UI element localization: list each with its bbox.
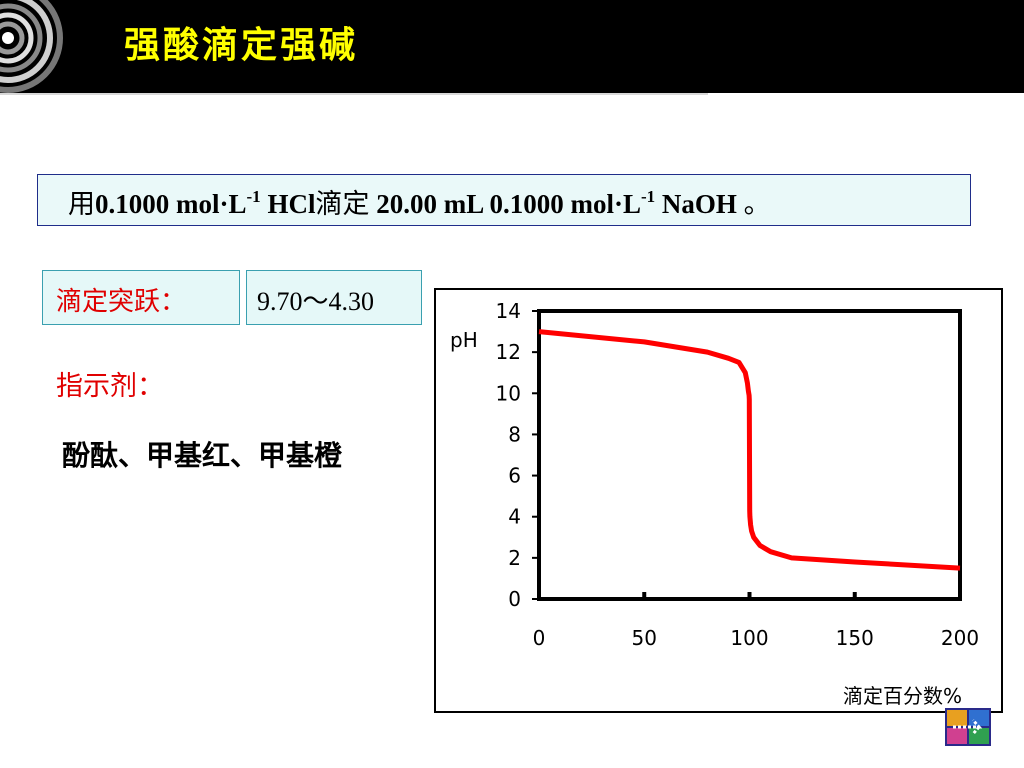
next-arrow-icon[interactable] (945, 708, 991, 746)
y-tick-label: 14 (496, 299, 521, 323)
problem-statement-box: 用0.1000 mol·L-1 HCl滴定 20.00 mL 0.1000 mo… (37, 174, 971, 226)
y-tick-label: 2 (508, 546, 521, 570)
x-tick-label: 150 (836, 626, 874, 650)
x-tick-label: 0 (533, 626, 546, 650)
title-bar (0, 0, 1024, 93)
indicator-label: 指示剂： (56, 371, 164, 402)
titration-jump-label: 滴定突跃： (56, 287, 187, 317)
problem-conc1: 0.1000 mol·L (95, 189, 247, 219)
titration-jump-label-box: 滴定突跃： (42, 270, 240, 325)
problem-acid: HCl (260, 189, 316, 219)
x-tick-label: 100 (730, 626, 768, 650)
y-tick-label: 10 (496, 381, 521, 405)
y-tick-label: 4 (508, 505, 521, 529)
y-tick-label: 12 (496, 340, 521, 364)
y-tick-label: 8 (508, 422, 521, 446)
titration-curve-line (538, 329, 961, 571)
problem-prefix: 用 (68, 189, 95, 220)
problem-volume: 20.00 mL 0.1000 mol·L (369, 189, 641, 219)
problem-base: NaOH (655, 189, 744, 219)
x-tick-label: 50 (632, 626, 657, 650)
problem-verb: 滴定 (315, 189, 370, 220)
titration-curve-chart: 0 2 4 6 8 10 12 14 0 50 100 150 200 pH 滴定百分数% (434, 288, 1003, 713)
page-title: 强酸滴定强碱 (124, 25, 359, 66)
y-tick-label: 6 (508, 464, 521, 488)
problem-exp1: -1 (246, 187, 261, 206)
indicator-list: 酚酞、甲基红、甲基橙 (62, 439, 343, 472)
x-axis-label: 滴定百分数% (843, 684, 962, 708)
y-axis-label: pH (450, 328, 478, 352)
x-tick-label: 200 (941, 626, 979, 650)
concentric-circles-logo-icon (0, 0, 63, 93)
problem-exp2: -1 (640, 187, 656, 206)
problem-statement: 用0.1000 mol·L-1 HCl滴定 20.00 mL 0.1000 mo… (68, 182, 771, 221)
titration-curve-svg: 0 2 4 6 8 10 12 14 0 50 100 150 200 pH 滴定百分数% (450, 299, 979, 708)
titration-jump-value-box: 9.70～4.30 (246, 270, 422, 325)
y-tick-label: 0 (508, 587, 521, 611)
problem-end: 。 (743, 189, 771, 220)
titration-jump-value: 9.70～4.30 (257, 287, 375, 316)
title-underline (0, 93, 708, 95)
